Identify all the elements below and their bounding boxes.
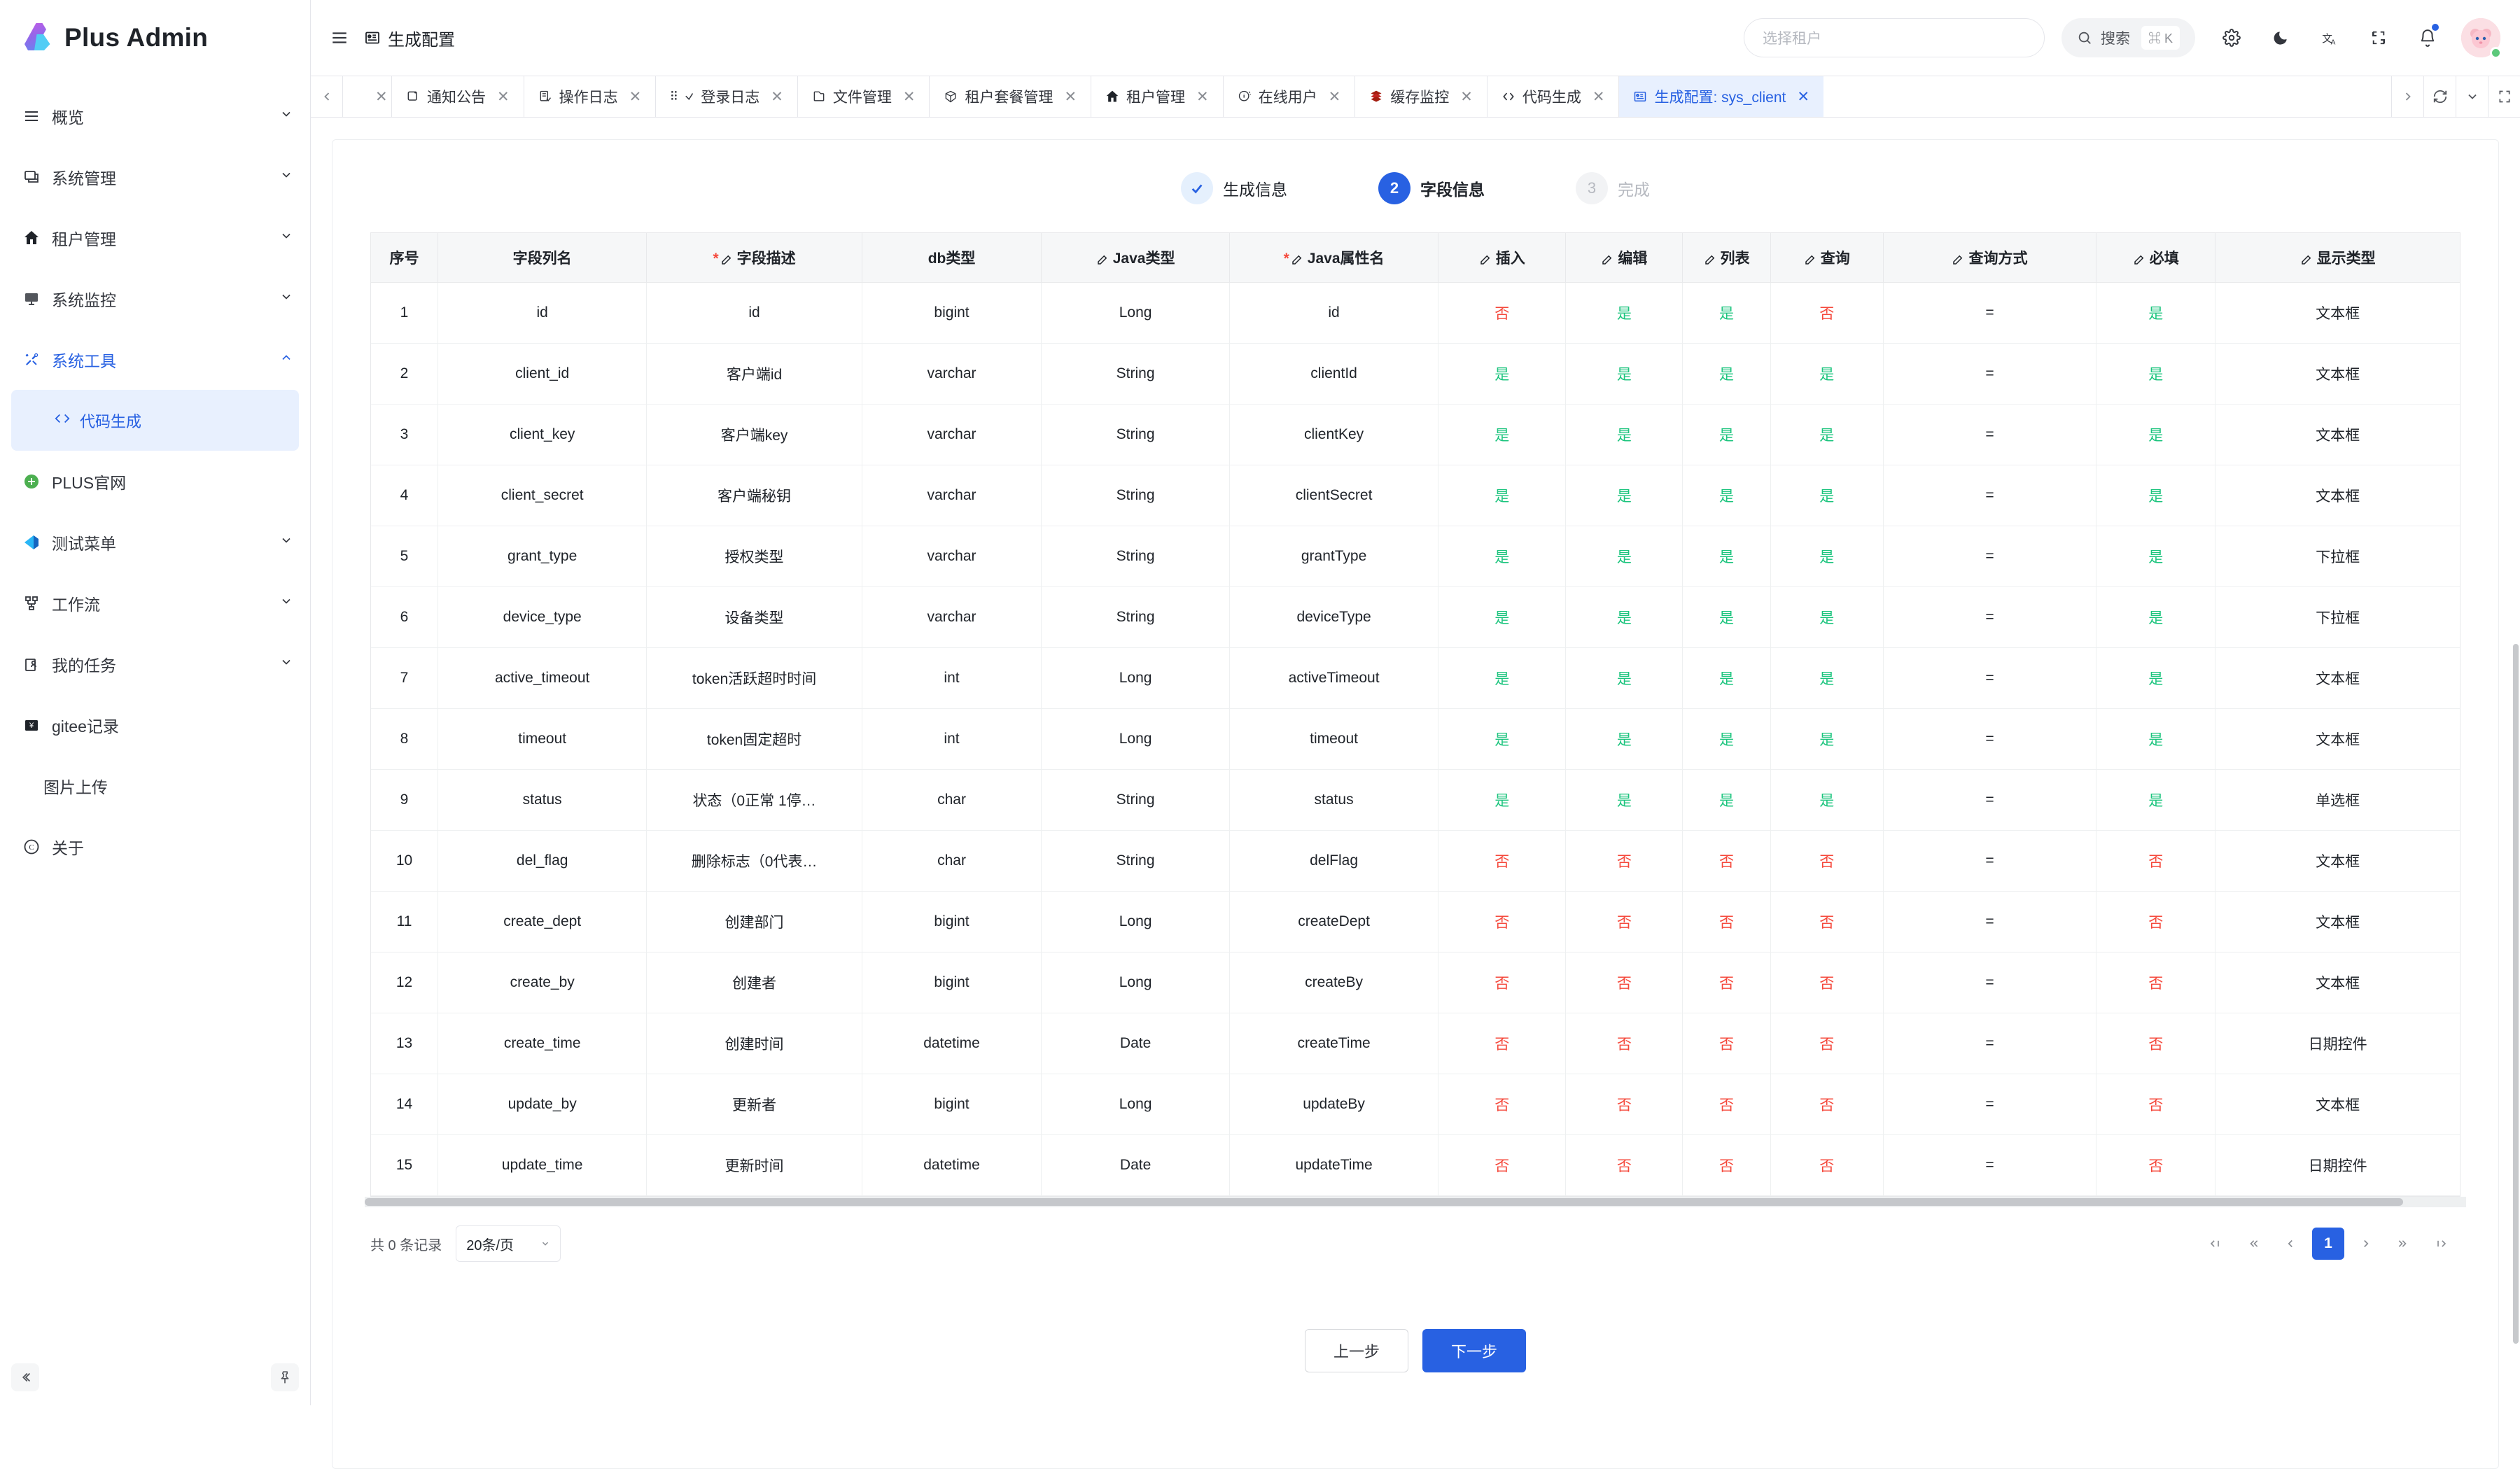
svg-text:A: A	[2330, 38, 2335, 46]
svg-text:C: C	[29, 843, 34, 852]
svg-text:¥: ¥	[29, 722, 34, 730]
